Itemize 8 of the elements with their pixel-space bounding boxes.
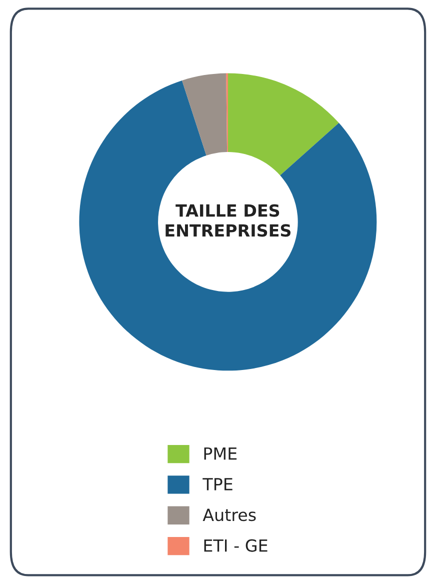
text: TAILLE DES ENTREPRISES — [166, 204, 291, 237]
donut-slice — [79, 80, 377, 371]
legend-label: Autres — [202, 508, 256, 522]
legend-label: TPE — [202, 478, 232, 490]
donut-slice — [182, 73, 228, 156]
donut-slice — [228, 73, 339, 176]
legend-label: ETI - GE — [204, 539, 268, 552]
legend-label: PME — [204, 447, 237, 460]
